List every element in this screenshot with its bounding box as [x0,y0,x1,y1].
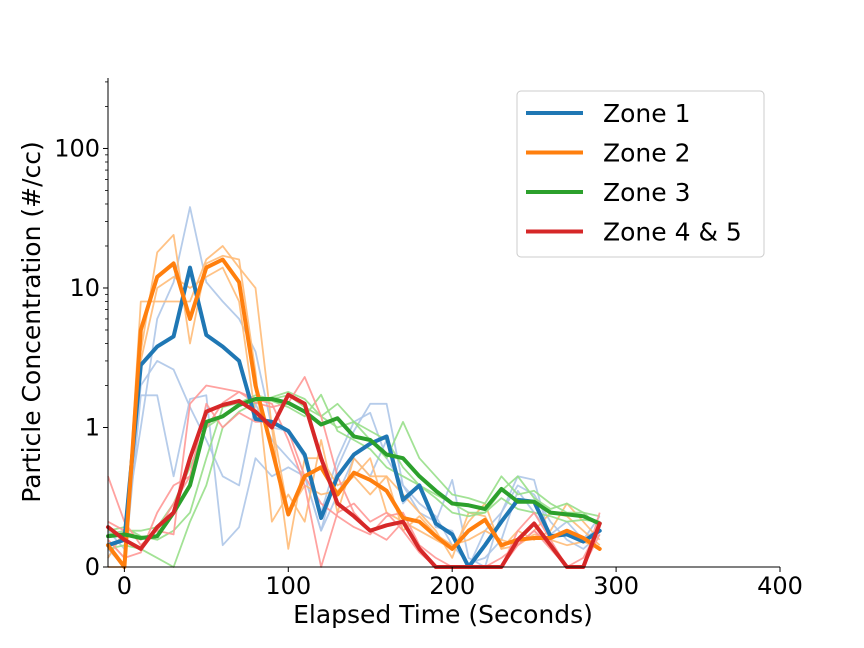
replicate-line-series-3-2 [107,391,601,568]
legend-label: Zone 2 [603,139,691,168]
replicate-line-series-4-3 [107,391,601,568]
x-tick-label: 400 [757,572,803,600]
x-tick-label: 300 [593,572,639,600]
x-tick-label: 100 [265,572,311,600]
series-line-3 [106,397,602,540]
replicate-line-series-3-3 [107,393,600,536]
y-tick-label: 1 [85,413,100,441]
mean-lines [106,257,602,569]
series-line-4 [106,392,602,569]
replicate-lines [107,206,601,568]
replicate-line-series-4-1 [107,376,601,568]
legend-label: Zone 3 [603,178,691,207]
x-axis-title: Elapsed Time (Seconds) [293,600,593,629]
legend: Zone 1 Zone 2 Zone 3 Zone 4 & 5 [516,90,765,258]
y-ticks: 0 1 10 100 [54,81,108,581]
y-axis-title: Particle Concentration (#/cc) [17,141,46,503]
y-tick-label: 100 [54,134,100,162]
y-tick-label: 0 [85,553,100,581]
x-ticks: 0 100 200 300 400 [117,567,803,600]
x-tick-label: 0 [117,572,132,600]
y-tick-label: 10 [69,274,100,302]
x-tick-label: 200 [429,572,475,600]
legend-label: Zone 4 & 5 [603,218,742,247]
legend-frame [516,90,765,258]
legend-label: Zone 1 [603,99,691,128]
